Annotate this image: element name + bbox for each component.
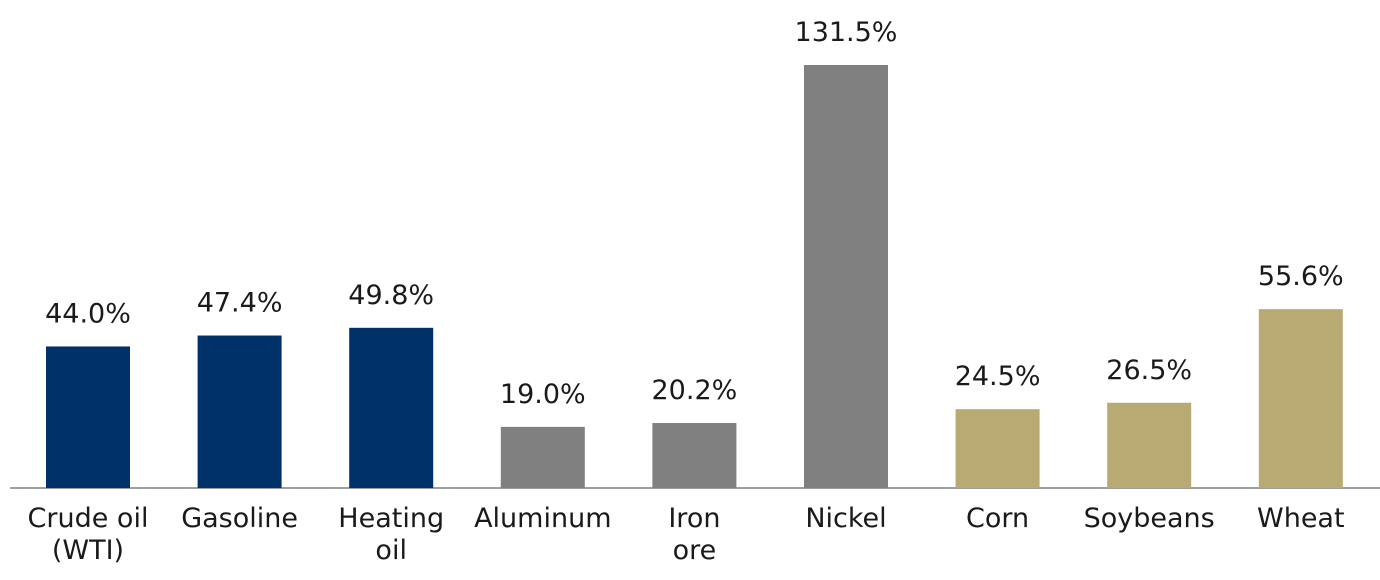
data-label: 47.4% [197,288,283,319]
data-label: 55.6% [1258,261,1344,292]
category-label: Aluminum [474,503,611,534]
category-label: Heating [338,503,444,534]
bar [1107,402,1192,488]
category-label: (WTI) [52,535,124,566]
bar [197,335,282,488]
category-label: Wheat [1257,503,1345,534]
bar [500,426,585,488]
data-label: 44.0% [45,298,131,329]
category-label: ore [673,535,717,566]
data-label: 20.2% [652,375,738,406]
data-label: 19.0% [500,379,586,410]
bar [1258,309,1343,488]
category-label: Crude oil [28,503,149,534]
bar [955,409,1040,488]
category-label: Nickel [805,503,886,534]
bar [804,65,888,488]
data-label: 24.5% [955,361,1041,392]
data-label: 49.8% [348,280,434,311]
bar [652,423,737,488]
data-label: 26.5% [1106,355,1192,386]
category-label: Iron [668,503,720,534]
category-label: Soybeans [1084,503,1215,534]
bar [349,327,434,488]
bar [46,346,130,488]
category-label: Corn [966,503,1029,534]
data-label: 131.5% [795,17,898,48]
category-label: Gasoline [181,503,298,534]
category-label: oil [375,535,407,566]
